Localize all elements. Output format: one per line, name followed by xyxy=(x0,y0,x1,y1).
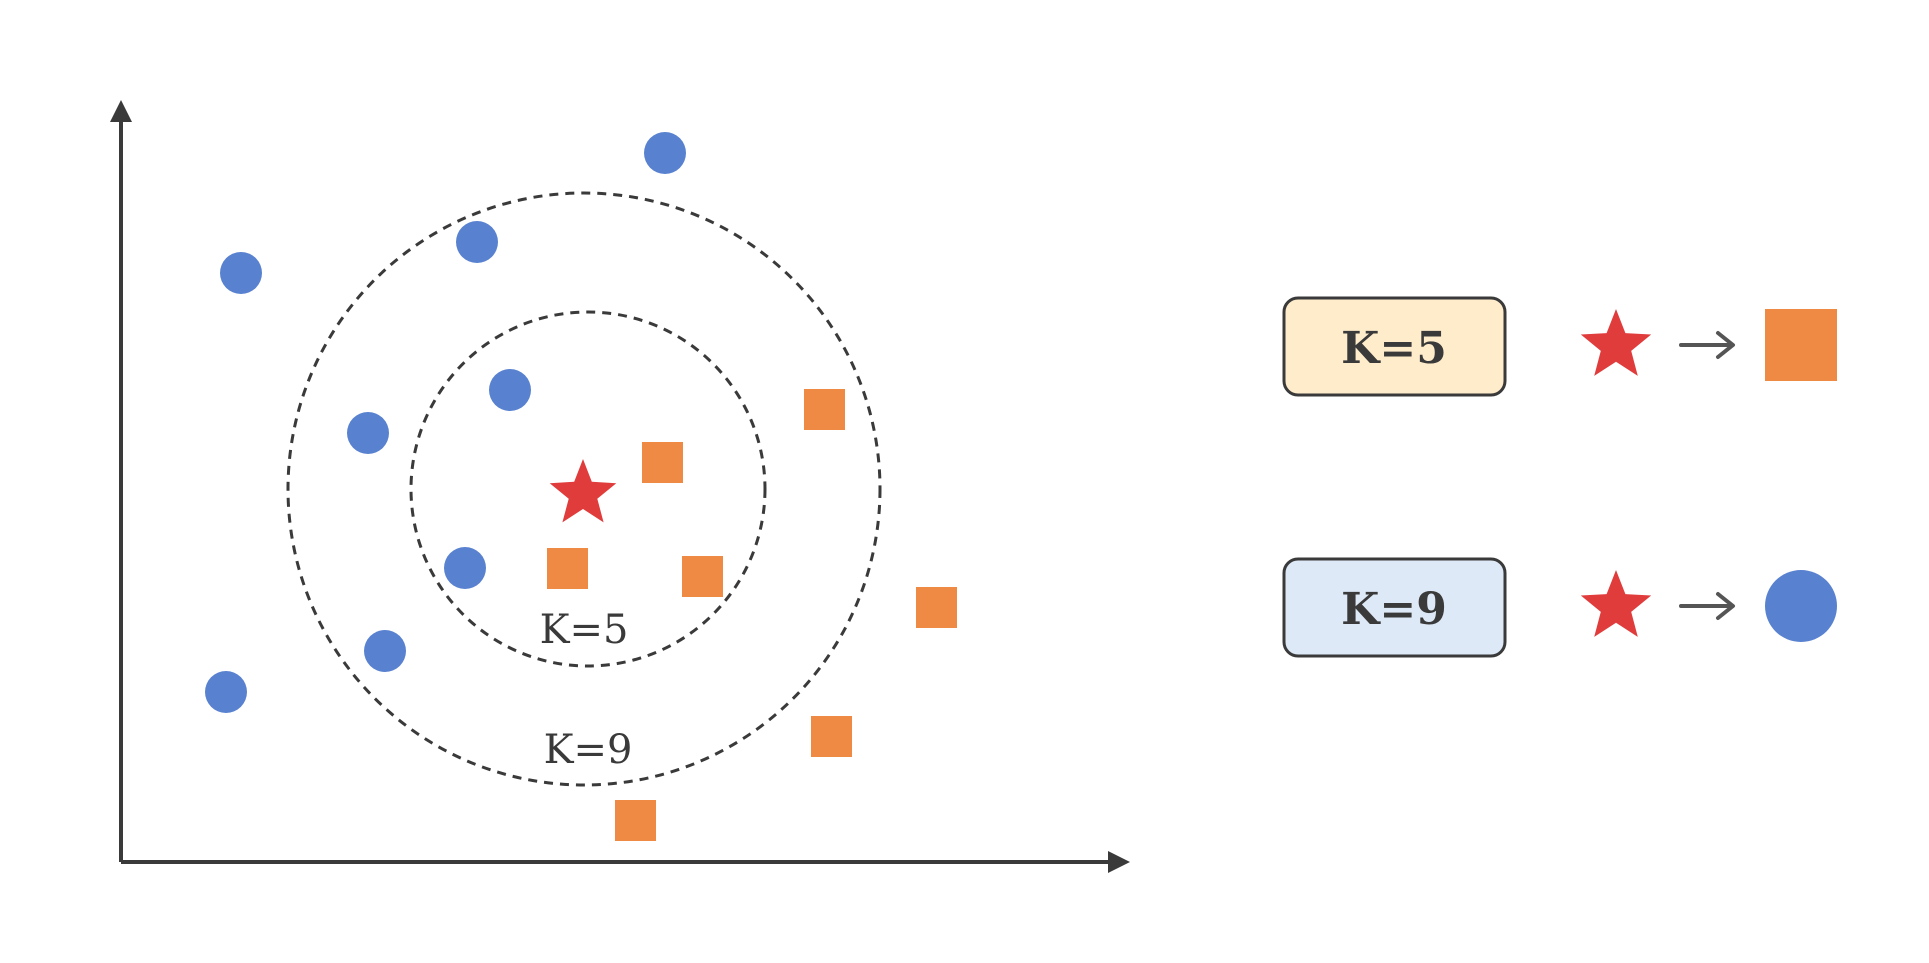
k5-label-text: K=5 xyxy=(1341,323,1447,374)
class-a-point xyxy=(364,630,406,672)
arrow-head-icon xyxy=(1716,592,1735,620)
class-a-point xyxy=(644,132,686,174)
result-row-k9: K=9 xyxy=(1282,557,1837,658)
query-star-icon xyxy=(549,459,617,523)
neighborhood-circles: K=5 K=9 xyxy=(286,191,882,787)
x-axis-arrow-icon xyxy=(1108,851,1130,873)
star-icon xyxy=(1580,570,1652,637)
class-b-point xyxy=(642,442,683,483)
circle-icon xyxy=(1765,570,1837,642)
star-icon xyxy=(1580,309,1652,376)
k9-label-box xyxy=(1282,557,1507,658)
class-a-point xyxy=(456,221,498,263)
class-a-point xyxy=(205,671,247,713)
class-a-point xyxy=(347,412,389,454)
class-b-point xyxy=(547,548,588,589)
k5-neighborhood-circle xyxy=(409,310,767,668)
y-axis-arrow-icon xyxy=(110,100,132,122)
k5-label-box xyxy=(1282,296,1507,397)
class-b-point xyxy=(682,556,723,597)
class-a-point xyxy=(444,547,486,589)
class-b-point xyxy=(916,587,957,628)
class-b-point xyxy=(615,800,656,841)
class-b-point xyxy=(804,389,845,430)
class-a-point xyxy=(220,252,262,294)
class-a-points xyxy=(205,132,686,713)
square-icon xyxy=(1765,309,1837,381)
class-b-points xyxy=(547,389,957,841)
class-a-point xyxy=(489,369,531,411)
k9-neighborhood-circle xyxy=(286,191,882,787)
arrow-head-icon xyxy=(1716,331,1735,359)
k9-label-text: K=9 xyxy=(1341,584,1447,635)
k9-circle-label: K=9 xyxy=(544,727,633,773)
results-panel: K=5 K=9 xyxy=(1282,296,1837,658)
k5-circle-label: K=5 xyxy=(540,607,629,653)
result-row-k5: K=5 xyxy=(1282,296,1837,397)
class-b-point xyxy=(811,716,852,757)
axes xyxy=(110,100,1130,873)
